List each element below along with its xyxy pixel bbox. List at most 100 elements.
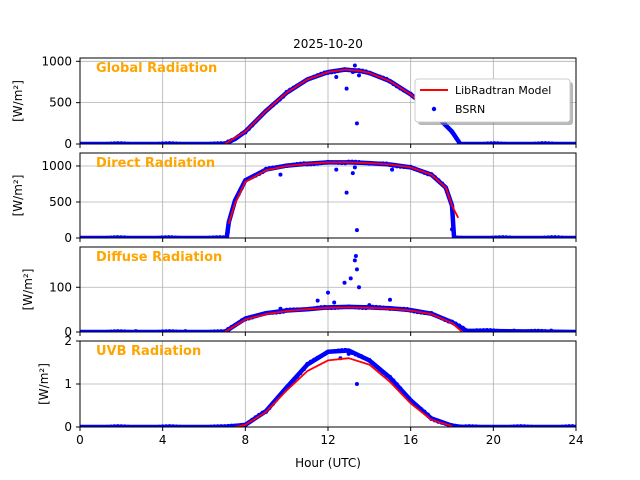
bsrn-point — [377, 367, 382, 372]
bsrn-point — [546, 235, 551, 238]
bsrn-point — [567, 142, 571, 144]
bsrn-point — [543, 329, 548, 332]
bsrn-point — [546, 425, 551, 427]
bsrn-point — [532, 236, 537, 238]
bsrn-point — [326, 350, 330, 355]
bsrn-point — [332, 300, 337, 305]
bsrn-point — [336, 348, 341, 353]
bsrn-point — [326, 290, 330, 295]
bsrn-point — [502, 329, 507, 332]
bsrn-point — [109, 329, 113, 332]
bsrn-point — [171, 141, 175, 144]
bsrn-point — [112, 141, 117, 144]
model-series — [224, 68, 443, 144]
legend: LibRadtran Model BSRN — [414, 78, 573, 125]
bsrn-point — [208, 424, 213, 427]
bsrn-point — [115, 141, 120, 144]
y-axis-label: [W/m²] — [37, 363, 51, 405]
bsrn-point — [446, 125, 451, 130]
bsrn-point — [195, 142, 199, 144]
bsrn-point — [177, 141, 182, 144]
bsrn-point — [546, 141, 551, 144]
bsrn-point — [122, 424, 127, 427]
plot-area — [80, 347, 576, 427]
bsrn-point — [529, 328, 534, 332]
bsrn-point — [516, 142, 520, 144]
bsrn-point — [163, 235, 168, 238]
bsrn-point — [295, 374, 299, 379]
bsrn-point — [525, 236, 530, 238]
bsrn-point — [560, 142, 565, 144]
bsrn-point — [119, 424, 124, 427]
bsrn-point — [539, 141, 544, 144]
bsrn-point — [109, 424, 113, 427]
bsrn-point — [460, 424, 465, 427]
bsrn-point — [173, 235, 178, 238]
bsrn-point — [515, 329, 520, 332]
bsrn-point — [174, 329, 179, 332]
bsrn-point — [119, 141, 124, 144]
bsrn-point — [352, 258, 357, 263]
bsrn-point — [480, 236, 484, 238]
bsrn-point — [485, 141, 490, 144]
bsrn-point — [194, 236, 198, 238]
bsrn-point — [215, 424, 220, 427]
bsrn-point — [498, 425, 503, 427]
bsrn-point — [278, 306, 283, 311]
bsrn-point — [343, 347, 348, 352]
x-tick-label: 12 — [320, 433, 335, 447]
bsrn-point — [95, 425, 100, 427]
bsrn-point — [357, 73, 361, 78]
y-tick-label: 0 — [64, 137, 72, 151]
bsrn-point — [497, 235, 502, 238]
bsrn-point — [459, 235, 464, 238]
bsrn-point — [160, 329, 165, 332]
bsrn-point — [560, 330, 565, 332]
y-tick-label: 1000 — [41, 54, 72, 68]
bsrn-point — [115, 235, 120, 238]
bsrn-point — [332, 348, 337, 353]
bsrn-point — [515, 424, 520, 427]
bsrn-point — [461, 142, 466, 144]
bsrn-point — [550, 425, 554, 427]
bsrn-point — [122, 141, 127, 144]
bsrn-point — [542, 235, 547, 238]
bsrn-point — [288, 381, 293, 386]
bsrn-point — [95, 142, 100, 144]
bsrn-point — [522, 329, 527, 332]
bsrn-point — [301, 367, 306, 372]
bsrn-point — [91, 330, 96, 332]
bsrn-point — [195, 425, 199, 427]
bsrn-point — [539, 328, 544, 332]
bsrn-point — [469, 236, 474, 238]
bsrn-point — [188, 425, 193, 427]
y-axis-label: [W/m²] — [21, 269, 35, 311]
plot-area — [80, 159, 576, 238]
bsrn-point — [219, 329, 224, 332]
bsrn-point — [147, 142, 151, 144]
bsrn-point — [207, 235, 212, 238]
bsrn-point — [159, 235, 164, 238]
bsrn-point — [191, 425, 196, 427]
bsrn-point — [166, 235, 171, 238]
bsrn-point — [488, 328, 493, 332]
bsrn-point — [494, 425, 499, 427]
bsrn-point — [88, 425, 93, 427]
y-tick-label: 0 — [64, 420, 72, 434]
bsrn-point — [291, 378, 296, 383]
bsrn-point — [222, 424, 227, 427]
plot-area — [80, 253, 576, 332]
bsrn-point — [136, 236, 140, 238]
bsrn-point — [119, 329, 124, 332]
bsrn-point — [401, 390, 406, 395]
bsrn-point — [191, 142, 196, 144]
bsrn-point — [518, 236, 523, 238]
bsrn-point — [464, 329, 469, 332]
bsrn-point — [348, 276, 353, 281]
bsrn-point — [160, 424, 165, 427]
bsrn-point — [84, 330, 89, 332]
bsrn-point — [164, 329, 169, 332]
bsrn-point — [118, 235, 123, 238]
y-tick-label: 2 — [64, 334, 72, 348]
